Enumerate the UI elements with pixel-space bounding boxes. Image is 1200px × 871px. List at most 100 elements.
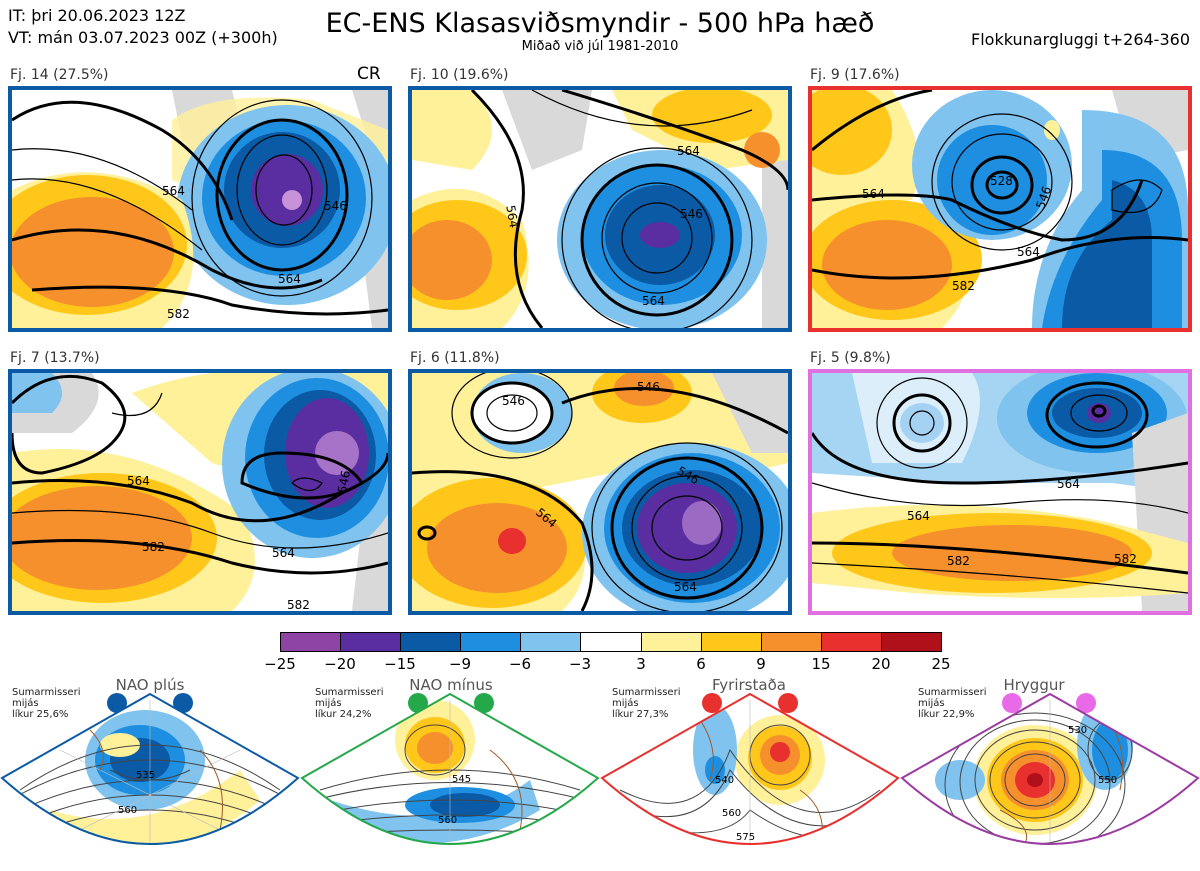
colorbar-bin-2 xyxy=(341,633,402,651)
classification-window: Flokkunargluggi t+264-360 xyxy=(971,30,1190,49)
cluster-map-2: 564 546 564 564 xyxy=(408,86,792,332)
colorbar-tick-6: −3 xyxy=(568,655,592,673)
cluster-map-4: 564 546 582 564 582 xyxy=(8,369,392,615)
colorbar-tick-3: −15 xyxy=(384,655,416,673)
panel-label-4: Fj. 7 (13.7%) xyxy=(10,350,100,366)
panel-label-3: Fj. 9 (17.6%) xyxy=(810,67,900,83)
cluster-map-2-svg: 564 546 564 564 xyxy=(412,90,788,328)
regime-3-marker-right xyxy=(778,693,798,713)
cluster-map-4-contour-label-5: 582 xyxy=(287,598,310,611)
cluster-map-4-contour-label-3: 582 xyxy=(142,540,165,554)
page-title: EC-ENS Klasasviðsmyndir - 500 hPa hæð xyxy=(325,8,875,39)
colorbar-tick-4: −9 xyxy=(448,655,472,673)
cluster-map-6: 564 564 582 582 xyxy=(808,369,1192,615)
valid-time: VT: mán 03.07.2023 00Z (+300h) xyxy=(8,28,278,47)
panel-label-1: Fj. 14 (27.5%) xyxy=(10,67,109,83)
cluster-map-6-svg: 564 564 582 582 xyxy=(812,373,1188,611)
cluster-map-3-contour-label-1: 528 xyxy=(990,174,1013,188)
regime-1-contour-label-2: 560 xyxy=(118,805,137,816)
colorbar-tick-11: 20 xyxy=(871,655,891,673)
regime-3-season: Sumarmisseri xyxy=(612,687,681,698)
regime-3-contour-label-1: 540 xyxy=(715,775,734,786)
regime-2-marker-left xyxy=(408,693,428,713)
colorbar-bin-6 xyxy=(581,633,642,651)
cluster-map-4-contour-label-4: 564 xyxy=(272,546,295,560)
cluster-map-2-contour-label-3: 564 xyxy=(642,294,665,308)
colorbar-bin-9 xyxy=(761,633,822,651)
cluster-map-2-contour-label-4: 564 xyxy=(677,144,700,158)
colorbar-tick-7: 3 xyxy=(636,655,646,673)
regime-2-name: NAO mínus xyxy=(409,676,493,694)
cluster-map-5-contour-label-1: 546 xyxy=(502,394,525,408)
regime-3-marker-left xyxy=(702,693,722,713)
initial-time: IT: þri 20.06.2023 12Z xyxy=(8,6,186,25)
regime-1-map: 535 560 xyxy=(0,692,300,845)
cluster-map-6-contour-label-2: 564 xyxy=(907,509,930,523)
cluster-map-1-contour-label-1: 564 xyxy=(162,184,185,198)
cluster-map-3-svg: 528 546 564 582 564 xyxy=(812,90,1188,328)
cluster-map-1-contour-label-3: 564 xyxy=(278,272,301,286)
regime-2-prob: líkur 24,2% xyxy=(315,709,372,720)
panel-label-2: Fj. 10 (19.6%) xyxy=(410,67,509,83)
regime-4-marker-left xyxy=(1002,693,1022,713)
panel-label-6: Fj. 5 (9.8%) xyxy=(810,350,891,366)
cluster-map-6-contour-label-3: 582 xyxy=(947,554,970,568)
cluster-map-2-contour-label-1: 564 xyxy=(503,204,521,229)
cluster-map-3-contour-label-4: 582 xyxy=(952,279,975,293)
colorbar-bin-10 xyxy=(821,633,882,651)
regime-3-caption: Sumarmisseri mijás líkur 27,3% xyxy=(612,687,680,720)
colorbar-tick-1: −25 xyxy=(264,655,296,673)
regime-3-mean: mijás xyxy=(612,698,639,709)
regime-4-prob: líkur 22,9% xyxy=(918,709,975,720)
panel-label-5: Fj. 6 (11.8%) xyxy=(410,350,500,366)
regime-1-season: Sumarmisseri xyxy=(12,687,81,698)
regime-2-contour-label-1: 545 xyxy=(452,774,471,785)
colorbar-bin-1 xyxy=(281,633,342,651)
cluster-map-2-contour-label-2: 546 xyxy=(680,207,703,221)
cluster-map-1-contour-label-4: 582 xyxy=(167,307,190,321)
regime-3-prob: líkur 27,3% xyxy=(612,709,669,720)
regime-1-caption: Sumarmisseri mijás líkur 25,6% xyxy=(12,687,80,720)
colorbar-tick-9: 9 xyxy=(756,655,766,673)
colorbar-bin-11 xyxy=(881,633,942,651)
colorbar-bin-3 xyxy=(401,633,462,651)
colorbar-bin-7 xyxy=(641,633,702,651)
colorbar-tick-8: 6 xyxy=(696,655,706,673)
header-times: IT: þri 20.06.2023 12Z VT: mán 03.07.202… xyxy=(8,5,278,49)
cluster-map-6-contour-label-4: 582 xyxy=(1114,552,1137,566)
cluster-map-5-contour-label-2: 546 xyxy=(637,380,660,394)
regime-4-season: Sumarmisseri xyxy=(918,687,987,698)
cluster-map-4-contour-label-1: 564 xyxy=(127,474,150,488)
page-subtitle: Miðað við júl 1981-2010 xyxy=(521,39,679,54)
regime-2-season: Sumarmisseri xyxy=(315,687,384,698)
regime-2-marker-right xyxy=(474,693,494,713)
regime-1-marker-right xyxy=(173,693,193,713)
panel-tag-1: CR xyxy=(357,64,381,84)
regime-2-mean: mijás xyxy=(315,698,342,709)
regime-4-caption: Sumarmisseri mijás líkur 22,9% xyxy=(918,687,986,720)
regime-2-contour-label-3: 575 xyxy=(447,849,466,860)
colorbar-bin-8 xyxy=(701,633,762,651)
regime-2-map: 545 560 575 xyxy=(300,692,600,860)
regime-1-mean: mijás xyxy=(12,698,39,709)
regime-4-map: 530 550 575 xyxy=(900,692,1200,845)
cluster-map-4-svg: 564 546 582 564 582 xyxy=(12,373,388,611)
regime-1-prob: líkur 25,6% xyxy=(12,709,69,720)
cluster-map-1: 564 546 564 582 xyxy=(8,86,392,332)
regime-4-mean: mijás xyxy=(918,698,945,709)
colorbar-tick-2: −20 xyxy=(324,655,356,673)
regime-3-contour-label-3: 575 xyxy=(736,832,755,843)
regime-4-marker-right xyxy=(1076,693,1096,713)
regime-4-contour-label-2: 550 xyxy=(1098,775,1117,786)
cluster-map-3-contour-label-5: 564 xyxy=(862,187,885,201)
cluster-map-1-contour-label-2: 546 xyxy=(324,199,347,213)
colorbar-bin-4 xyxy=(461,633,522,651)
regime-4-name: Hryggur xyxy=(1003,676,1065,694)
regime-1-name: NAO plús xyxy=(115,676,185,694)
cluster-map-5-svg: 546 546 564 546 564 xyxy=(412,373,788,611)
colorbar-tick-12: 25 xyxy=(931,655,951,673)
regime-3-contour-label-2: 560 xyxy=(722,808,741,819)
cluster-map-3: 528 546 564 582 564 xyxy=(808,86,1192,332)
cluster-map-5-contour-label-5: 564 xyxy=(674,580,697,594)
colorbar-tick-5: −6 xyxy=(508,655,532,673)
